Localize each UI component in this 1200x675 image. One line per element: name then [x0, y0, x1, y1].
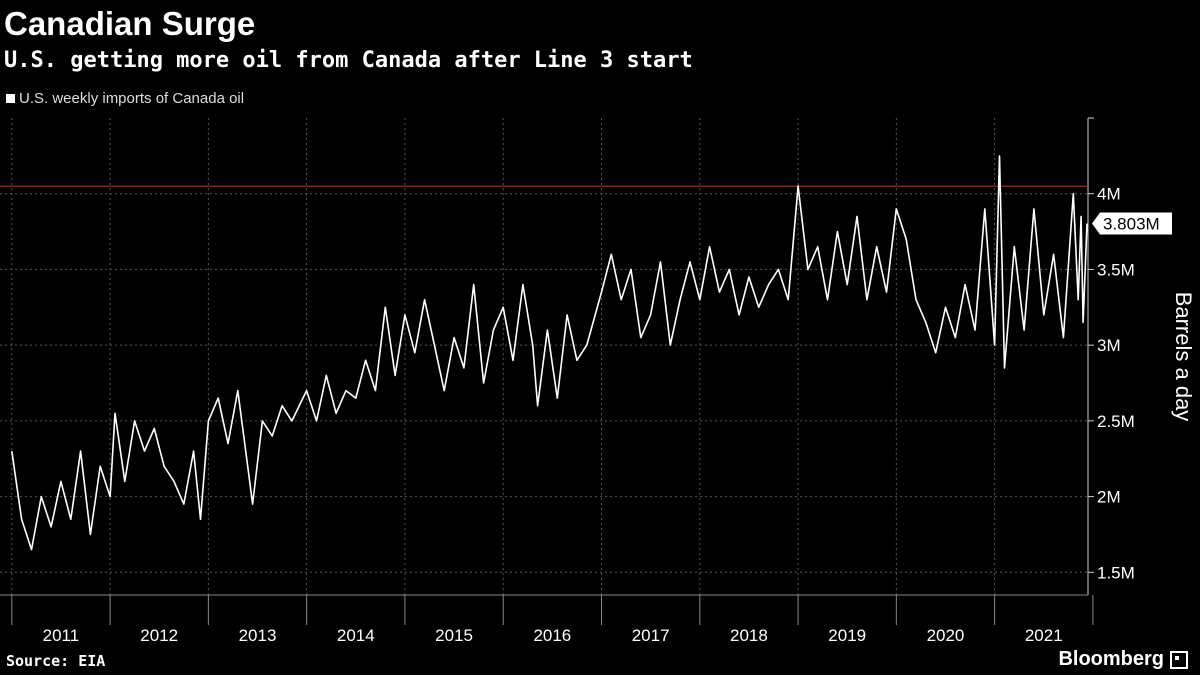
terminal-icon: [1170, 650, 1188, 669]
labels: 1.5M 2M 2.5M 3M 3.5M 4M 2011 2012 2013 2014 2015 20…: [43, 185, 1196, 645]
x-tick-label: 2017: [632, 626, 670, 645]
legend: U.S. weekly imports of Canada oil: [6, 90, 244, 107]
series-line: [11, 155, 1088, 551]
x-tick-label: 2018: [730, 626, 768, 645]
brand-name: Bloomberg: [1058, 648, 1164, 670]
x-tick-label: 2020: [927, 626, 965, 645]
axes: [0, 117, 1094, 625]
last-value-label: 3.803M: [1103, 215, 1160, 234]
x-tick-label: 2016: [533, 626, 571, 645]
chart-title: Canadian Surge: [4, 5, 256, 42]
x-tick-label: 2013: [239, 626, 277, 645]
y-tick-label: 3.5M: [1097, 260, 1135, 279]
brand-logo: Bloomberg: [1058, 648, 1188, 671]
x-tick-label: 2011: [43, 626, 80, 645]
last-value-badge: [1092, 212, 1172, 235]
y-tick-label: 4M: [1097, 185, 1121, 204]
y-tick-label: 1.5M: [1097, 563, 1135, 582]
chart-subtitle: U.S. getting more oil from Canada after …: [4, 48, 693, 73]
x-tick-label: 2014: [337, 626, 375, 645]
y-tick-label: 3M: [1097, 336, 1121, 355]
y-tick-label: 2.5M: [1097, 412, 1135, 431]
y-axis-title: Barrels a day: [1171, 292, 1196, 422]
series-layer: [11, 155, 1088, 551]
y-tick-label: 2M: [1097, 488, 1121, 507]
source-note: Source: EIA: [6, 652, 106, 670]
x-tick-label: 2015: [435, 626, 473, 645]
legend-label: U.S. weekly imports of Canada oil: [19, 90, 245, 107]
x-tick-label: 2019: [828, 626, 866, 645]
x-tick-label: 2012: [140, 626, 178, 645]
x-tick-label: 2021: [1025, 626, 1063, 645]
legend-swatch: [6, 94, 15, 103]
